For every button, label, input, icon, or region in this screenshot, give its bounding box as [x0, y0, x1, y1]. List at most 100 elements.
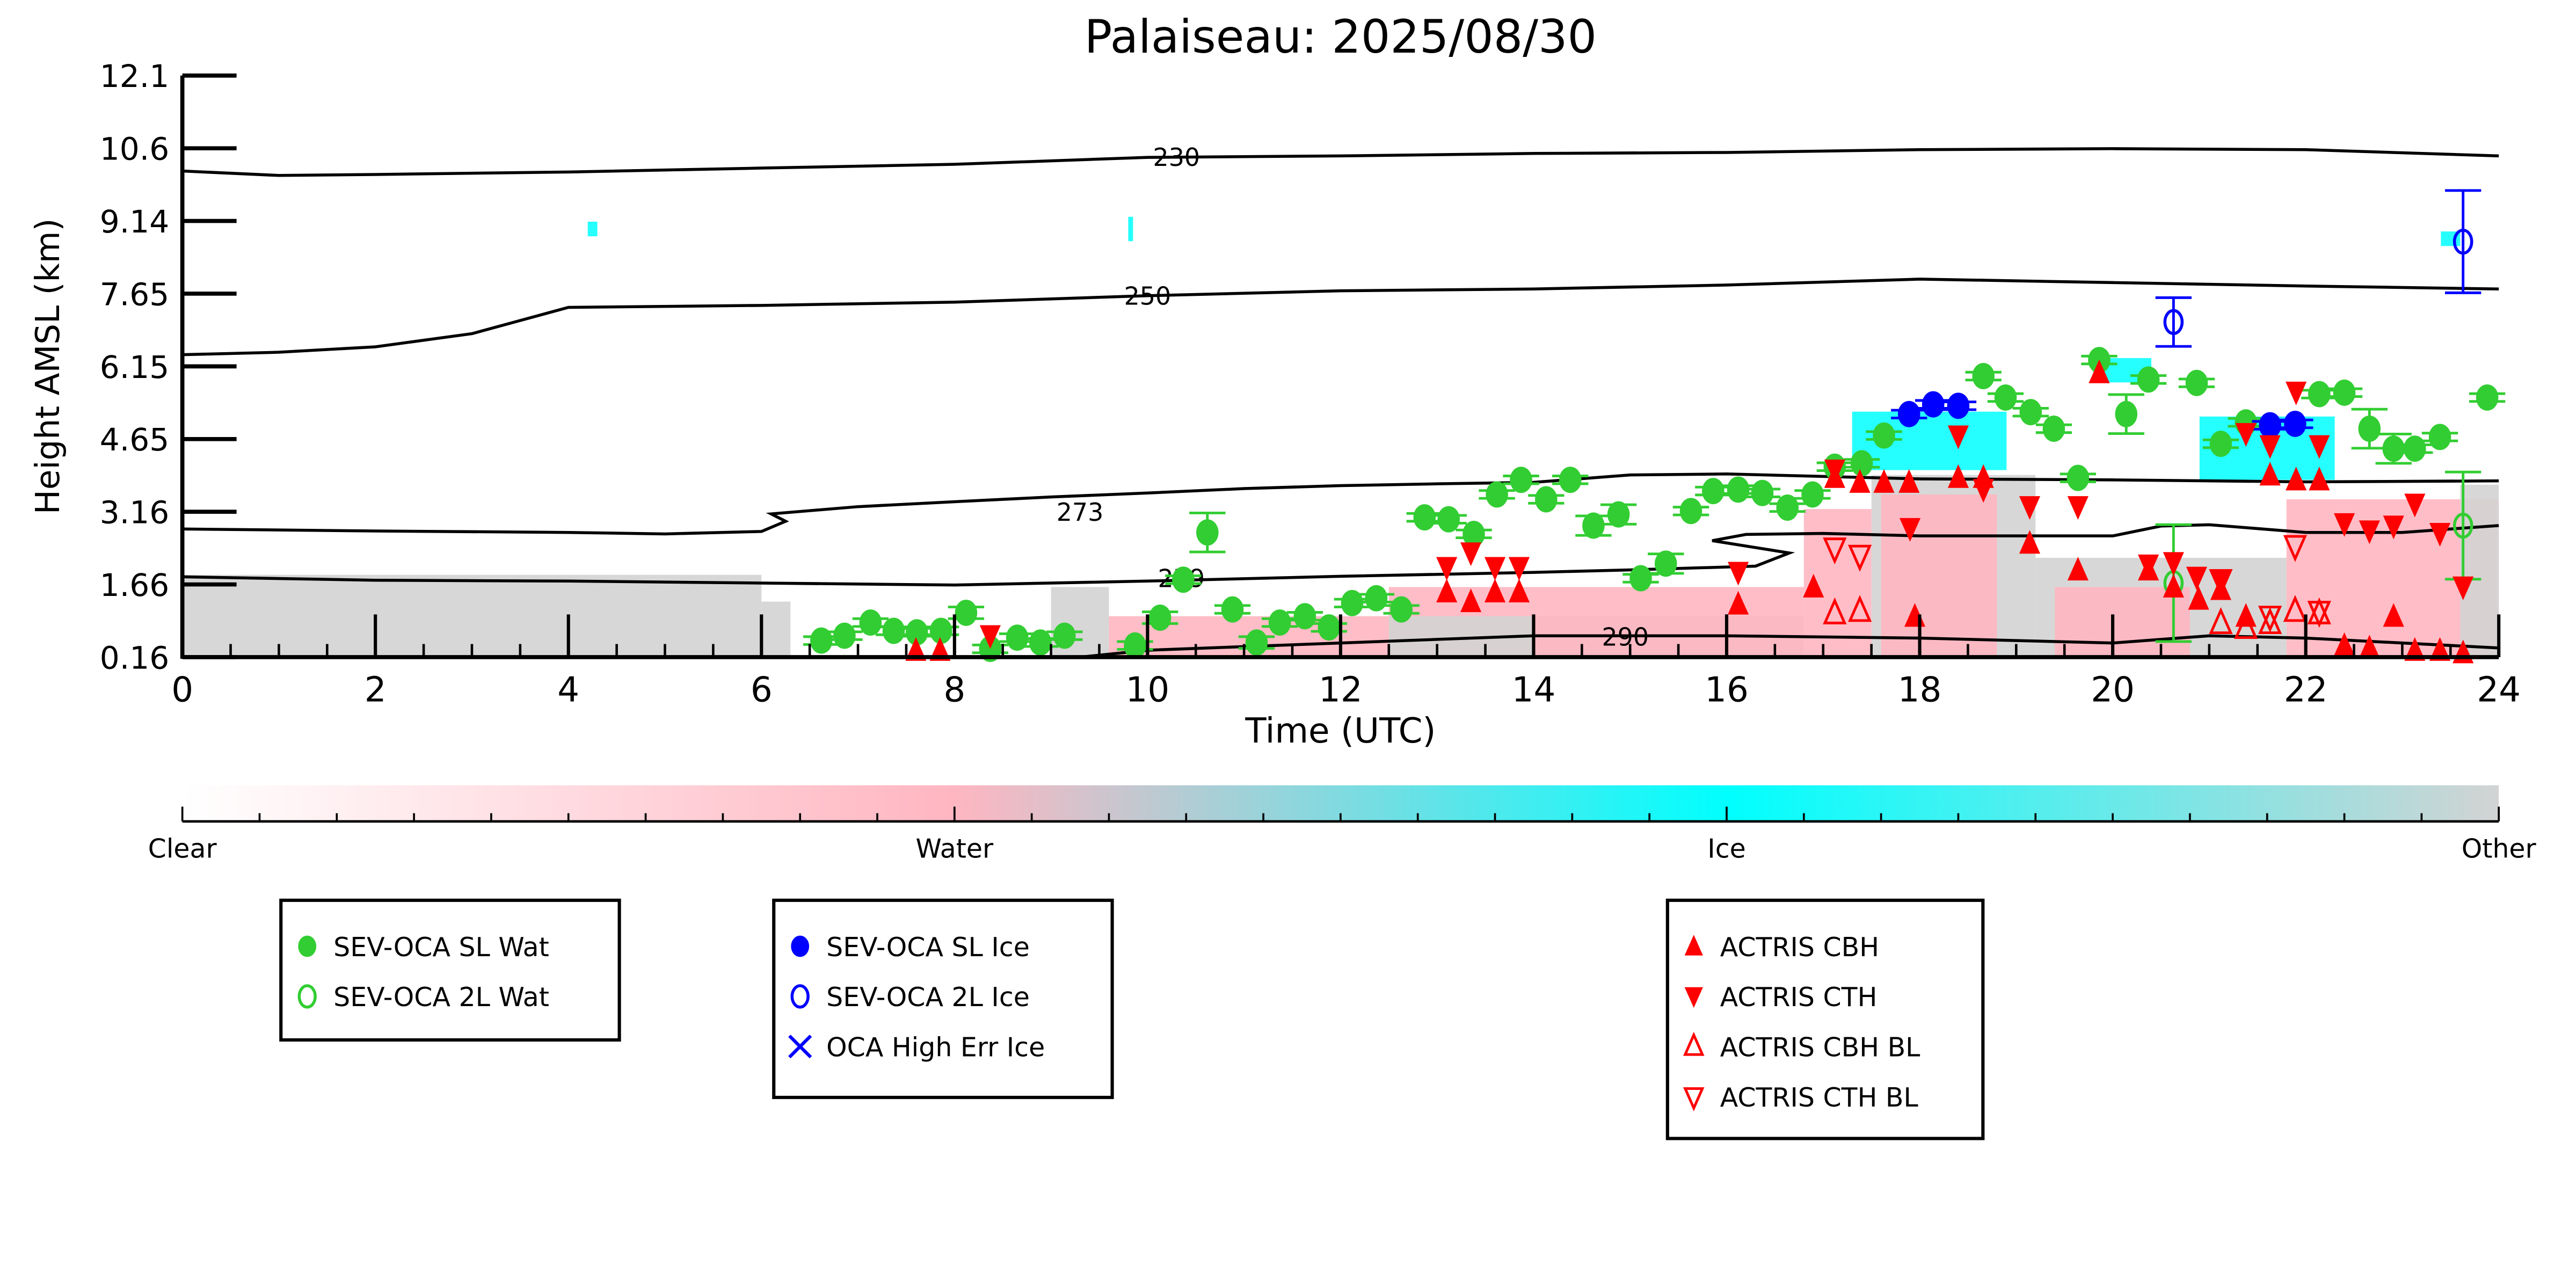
data-point [2309, 467, 2330, 491]
data-point [1318, 614, 1341, 641]
cloud-mask-region [2055, 587, 2190, 657]
data-point [1873, 469, 1895, 493]
x-tick-label: 16 [1705, 670, 1749, 710]
data-point [2404, 493, 2426, 518]
legend-label: SEV-OCA SL Wat [333, 932, 549, 963]
data-point [1679, 498, 1702, 525]
data-point [2284, 410, 2306, 437]
data-point [1006, 624, 1029, 651]
colorbar-label-other: Other [2462, 833, 2537, 864]
data-point [905, 637, 927, 661]
data-point [2333, 632, 2355, 656]
data-point [2453, 576, 2474, 600]
error-bar [2155, 296, 2192, 348]
colorbar-label-water: Water [915, 833, 994, 864]
legend-label: ACTRIS CTH [1720, 982, 1878, 1013]
legends: SEV-OCA SL Wat SEV-OCA 2L Wat SEV-OCA SL I… [279, 898, 1985, 1140]
legend-box-3: ACTRIS CBH ACTRIS CTH ACTRIS CBH BL ACTRIS … [1665, 898, 1985, 1140]
legend-marker [1684, 987, 1703, 1008]
data-point [1801, 481, 1824, 508]
data-point [2383, 515, 2404, 540]
data-point [1994, 384, 2017, 411]
legend-label: ACTRIS CBH [1720, 932, 1879, 963]
data-point [1124, 632, 1146, 659]
legend-marker [791, 935, 810, 957]
data-point [2283, 595, 2307, 622]
data-point [1053, 622, 1076, 649]
data-point [1823, 597, 1847, 624]
series-actris-cbh-bl [1823, 595, 2331, 639]
data-point [882, 617, 905, 644]
x-tick-label: 0 [171, 670, 193, 710]
data-point [1973, 479, 1994, 503]
data-point [2259, 412, 2281, 439]
data-point [2234, 612, 2258, 639]
cloud-mask-region [2460, 484, 2499, 657]
data-point [2307, 601, 2331, 628]
data-point [1460, 542, 1482, 566]
data-point [2333, 379, 2356, 406]
data-point [1702, 478, 1724, 505]
y-tick-label: 9.14 [100, 203, 169, 240]
data-point [929, 617, 952, 644]
data-point [1245, 629, 1268, 656]
x-axis-label: Time (UTC) [1245, 711, 1436, 751]
data-point [1508, 557, 1530, 581]
data-point [1899, 518, 1921, 542]
x-tick-label: 22 [2284, 670, 2328, 710]
series-sev-oca-sl-wat [803, 347, 2506, 663]
data-point [2453, 228, 2473, 255]
x-tick-label: 2 [365, 670, 387, 710]
data-point [1727, 591, 1749, 615]
legend-label: SEV-OCA 2L Ice [826, 982, 1030, 1013]
data-point [1437, 506, 1460, 533]
legend-label: SEV-OCA 2L Wat [333, 982, 549, 1013]
data-point [905, 619, 928, 646]
data-point [2429, 522, 2451, 547]
data-point [1972, 363, 1995, 389]
data-point [1897, 401, 1920, 427]
data-point [1510, 467, 1532, 493]
data-point [2403, 435, 2426, 462]
data-point [2186, 566, 2208, 591]
data-point [859, 609, 882, 636]
data-point [929, 637, 951, 661]
ice-region [1128, 216, 1133, 242]
data-point [1341, 590, 1364, 616]
legend-frame [1665, 898, 1985, 1140]
data-point [1803, 573, 1824, 598]
data-point [2042, 416, 2065, 442]
y-tick-label: 0.16 [100, 639, 169, 676]
data-point [1847, 595, 1872, 622]
y-tick-label: 1.66 [100, 567, 169, 603]
error-bar [2444, 189, 2482, 294]
data-point [1847, 544, 1872, 572]
data-point [1148, 605, 1171, 631]
x-tick-label: 6 [751, 670, 773, 710]
data-point [1484, 578, 1506, 602]
legend-marker [1684, 935, 1703, 956]
cloud-mask-region [182, 574, 762, 657]
legend-box-1: SEV-OCA SL Wat SEV-OCA 2L Wat [279, 898, 621, 1042]
legend-label: ACTRIS CTH BL [1720, 1082, 1918, 1113]
colorbar-label-clear: Clear [148, 833, 217, 864]
data-point [2019, 399, 2042, 426]
contour-line-273 [182, 472, 2499, 536]
chart-title: Palaiseau: 2025/08/30 [1085, 10, 1597, 64]
data-point [1221, 596, 1244, 623]
x-tick-label: 24 [2477, 670, 2521, 710]
legend-marker [297, 984, 317, 1009]
x-tick-label: 18 [1898, 670, 1942, 710]
data-point [2163, 573, 2184, 598]
data-point [2259, 435, 2281, 459]
y-tick-label: 6.15 [100, 349, 169, 385]
data-markers [803, 189, 2506, 664]
data-point [2115, 401, 2138, 427]
data-point [1947, 392, 1970, 419]
data-point [2358, 416, 2381, 442]
data-point [2308, 381, 2331, 407]
data-point [2209, 431, 2232, 457]
legend-label: SEV-OCA SL Ice [826, 932, 1030, 963]
data-point [1776, 494, 1799, 521]
data-point [1413, 504, 1436, 531]
